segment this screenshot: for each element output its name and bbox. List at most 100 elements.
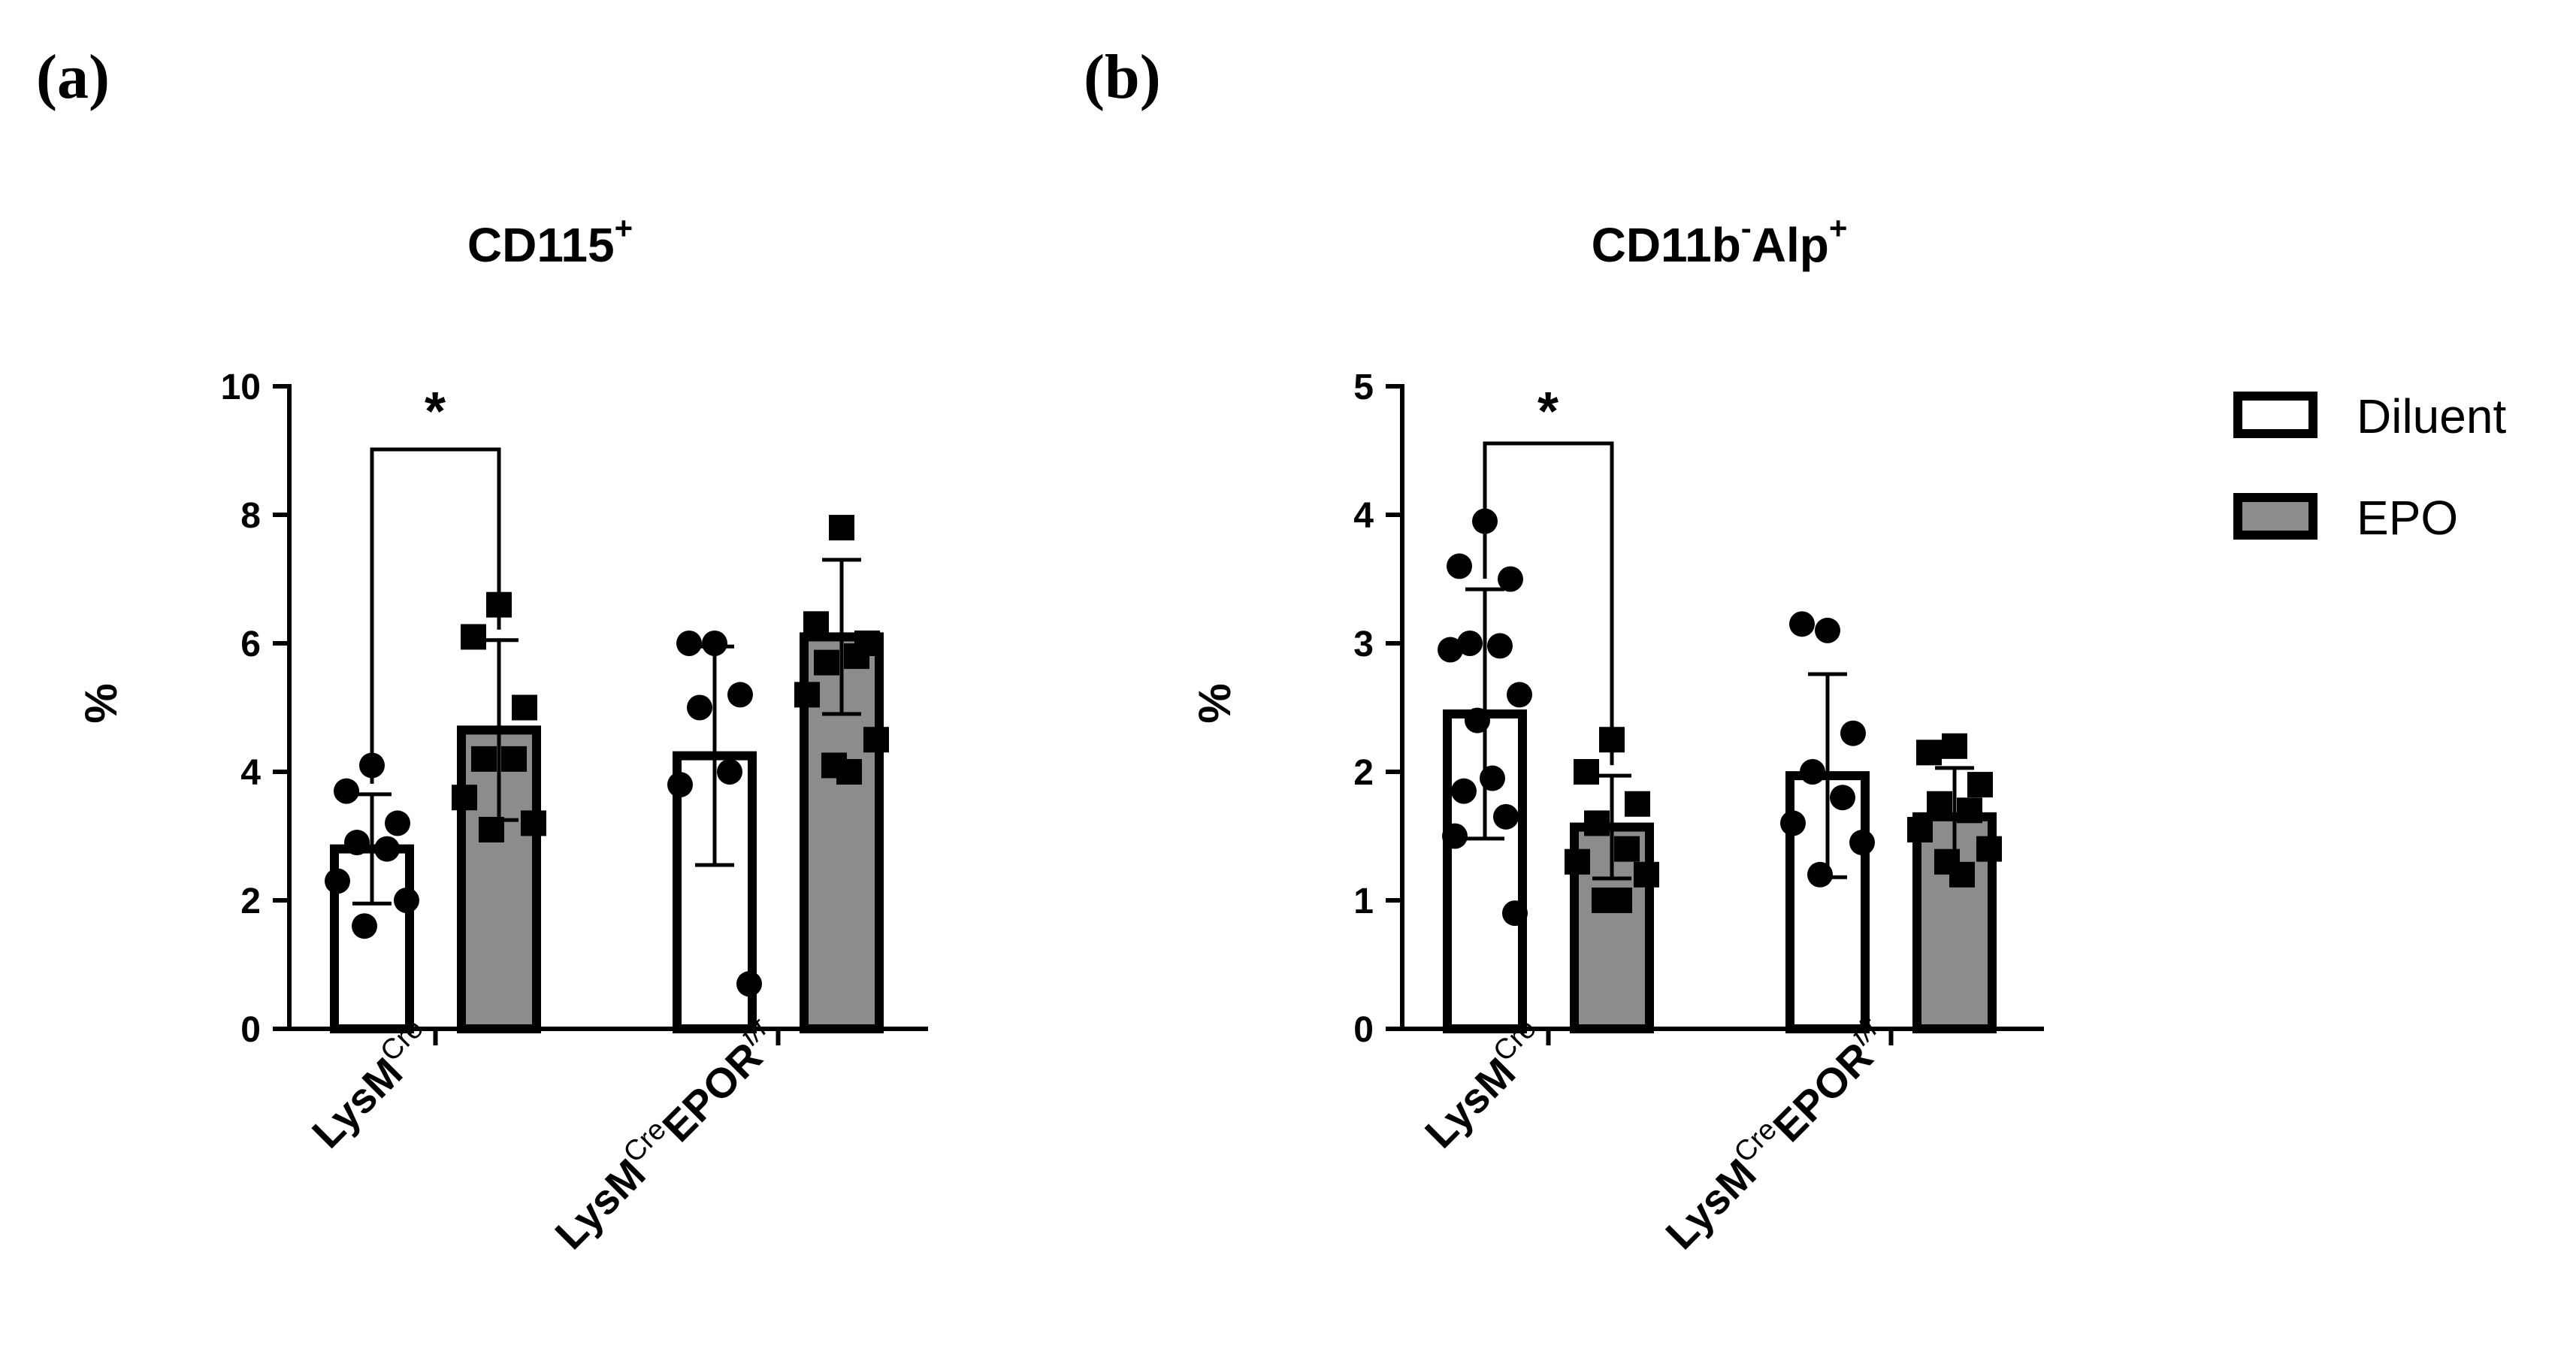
chart-a-point-diluent-0-2 <box>385 810 410 836</box>
chart-a-point-epo-1-0 <box>829 515 854 541</box>
chart-b-point-epo-0-5 <box>1565 848 1590 875</box>
chart-a-cat-label-0: LysMCre <box>300 1013 444 1157</box>
chart-b-point-diluent-1-6 <box>1849 830 1875 856</box>
chart-b-y-tick-label-0: 0 <box>1353 1010 1374 1050</box>
chart-a-point-diluent-1-5 <box>667 772 693 798</box>
chart-a-point-epo-1-6 <box>863 727 889 753</box>
chart-a-point-epo-0-4 <box>501 746 527 772</box>
chart-b-point-epo-0-2 <box>1625 791 1650 817</box>
chart-b-title-main2: Alp <box>1752 218 1829 272</box>
chart-a-point-diluent-0-1 <box>334 778 359 804</box>
chart-b-significance-star: * <box>1537 382 1559 442</box>
chart-a-y-tick-label-6: 6 <box>240 625 261 664</box>
chart-a-point-diluent-1-4 <box>717 759 742 785</box>
legend-label-diluent: Diluent <box>2357 389 2506 443</box>
chart-b-y-tick-label-5: 5 <box>1353 367 1374 407</box>
chart-a-cat-label-1: LysMCreEPORf/f <box>543 1011 790 1258</box>
chart-a-y-tick-label-2: 2 <box>240 882 261 921</box>
chart-a-point-epo-0-7 <box>479 816 504 842</box>
chart-b: CD11b-Alp+ % 0 1 2 3 4 5 * LysMCre LysMCreEPO… <box>1190 210 2044 1258</box>
chart-b-point-diluent-1-4 <box>1830 785 1855 811</box>
chart-a-point-epo-1-8 <box>836 759 862 785</box>
chart-a-y-tick-label-8: 8 <box>240 496 261 536</box>
chart-b-point-epo-0-1 <box>1574 759 1599 785</box>
panel-label-a: (a) <box>36 42 110 112</box>
chart-b-point-diluent-0-6 <box>1507 682 1532 708</box>
chart-a: CD115+ % 0 2 4 6 8 10 * LysMCre LysMCreEPORf/… <box>76 210 928 1258</box>
chart-b-point-epo-0-8 <box>1607 888 1632 913</box>
chart-b-y-tick-label-3: 3 <box>1353 625 1374 664</box>
chart-b-point-diluent-0-10 <box>1493 803 1519 830</box>
chart-a-marks: 0 2 4 6 8 10 <box>221 367 928 1050</box>
chart-b-point-epo-1-8 <box>1949 861 1975 888</box>
chart-b-title-main: CD11b <box>1592 218 1741 272</box>
chart-b-cat-label-0: LysMCre <box>1413 1013 1557 1157</box>
chart-a-significance-star: * <box>425 382 446 442</box>
chart-b-title-sup2: + <box>1829 210 1848 246</box>
chart-a-point-diluent-0-7 <box>352 913 377 939</box>
chart-b-y-tick-label-4: 4 <box>1353 496 1374 536</box>
chart-b-point-diluent-0-5 <box>1438 637 1463 663</box>
chart-b-point-diluent-0-12 <box>1502 900 1528 927</box>
chart-a-point-epo-1-4 <box>844 643 869 670</box>
chart-a-y-tick-label-10: 10 <box>221 367 261 407</box>
chart-a-point-diluent-1-1 <box>676 631 702 656</box>
chart-b-point-epo-1-3 <box>1927 791 1952 817</box>
chart-b-point-diluent-1-1 <box>1789 611 1815 637</box>
chart-b-point-epo-0-3 <box>1584 810 1610 836</box>
chart-a-title-main: CD115 <box>467 218 615 272</box>
chart-b-point-epo-0-4 <box>1614 836 1640 862</box>
chart-b-point-epo-1-4 <box>1957 797 1982 824</box>
chart-b-point-diluent-0-11 <box>1442 823 1468 849</box>
chart-b-point-diluent-1-0 <box>1815 617 1840 643</box>
panel-label-b: (b) <box>1084 42 1161 112</box>
chart-a-point-diluent-0-5 <box>325 868 350 894</box>
legend: Diluent EPO <box>2233 389 2506 545</box>
chart-b-point-diluent-1-3 <box>1800 759 1825 785</box>
chart-a-point-diluent-0-6 <box>394 888 419 913</box>
chart-b-marks: 0 1 2 3 4 5 <box>1353 367 2044 1050</box>
chart-a-title: CD115+ <box>467 210 633 272</box>
legend-swatch-epo <box>2233 493 2317 540</box>
chart-b-significance-bracket <box>1483 441 1614 766</box>
chart-a-point-epo-0-2 <box>512 694 537 721</box>
chart-a-point-epo-1-3 <box>814 649 839 676</box>
chart-a-y-tick-label-4: 4 <box>240 753 261 793</box>
legend-label-epo: EPO <box>2357 491 2458 545</box>
chart-a-point-diluent-1-3 <box>687 694 712 721</box>
chart-b-y-tick-label-2: 2 <box>1353 753 1374 793</box>
chart-b-point-diluent-0-7 <box>1465 707 1490 733</box>
chart-a-point-diluent-1-6 <box>736 971 762 997</box>
chart-a-point-epo-1-1 <box>803 611 829 637</box>
chart-b-title-sup1: - <box>1741 210 1752 246</box>
legend-swatch-diluent <box>2233 392 2317 438</box>
chart-a-point-diluent-0-3 <box>344 830 370 856</box>
chart-b-y-tick-label-1: 1 <box>1353 882 1374 921</box>
chart-b-point-diluent-1-2 <box>1840 720 1866 746</box>
chart-b-point-diluent-1-7 <box>1807 861 1833 888</box>
chart-a-y-tick-label-0: 0 <box>240 1010 261 1050</box>
chart-a-point-epo-0-5 <box>452 785 477 811</box>
chart-a-point-epo-0-1 <box>461 624 486 650</box>
chart-a-point-diluent-1-2 <box>727 682 753 708</box>
chart-a-point-diluent-1-0 <box>702 631 727 656</box>
chart-b-point-diluent-0-1 <box>1447 553 1472 579</box>
chart-a-point-epo-1-5 <box>794 682 820 708</box>
chart-b-point-epo-1-6 <box>1976 836 2002 862</box>
chart-b-point-epo-1-2 <box>1967 772 1993 798</box>
chart-b-point-epo-1-1 <box>1916 740 1942 766</box>
chart-b-point-diluent-1-5 <box>1780 810 1806 836</box>
chart-a-title-sup: + <box>615 210 633 246</box>
chart-b-cat-label-1: LysMCreEPORf/f <box>1653 1011 1900 1258</box>
chart-b-y-label: % <box>1190 683 1240 723</box>
chart-b-point-diluent-0-3 <box>1457 631 1483 656</box>
chart-a-point-epo-0-6 <box>521 810 546 836</box>
chart-b-point-epo-1-0 <box>1942 733 1967 759</box>
chart-b-point-epo-0-6 <box>1634 861 1659 888</box>
chart-b-point-diluent-0-9 <box>1451 778 1477 804</box>
chart-a-y-label: % <box>76 683 126 723</box>
chart-a-point-diluent-0-4 <box>374 836 400 862</box>
chart-b-title: CD11b-Alp+ <box>1592 210 1848 272</box>
chart-b-point-diluent-0-4 <box>1487 633 1513 659</box>
